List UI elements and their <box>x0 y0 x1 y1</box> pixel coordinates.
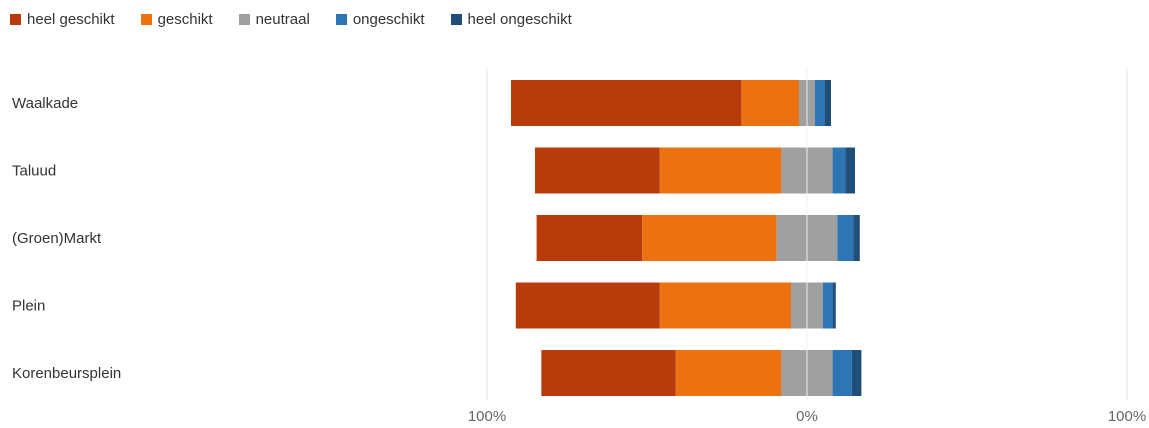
legend-item-heel-geschikt[interactable]: heel geschikt <box>10 11 115 28</box>
bar-segment-heel-geschikt <box>536 215 643 261</box>
bar-segment-geschikt <box>659 147 782 194</box>
legend-item-heel-ongeschikt[interactable]: heel ongeschikt <box>450 10 572 28</box>
legend-label: neutraal <box>255 10 310 28</box>
bar-segment-geschikt <box>659 282 791 329</box>
bar-segment-ongeschikt <box>815 80 825 126</box>
legend-item-neutraal[interactable]: neutraal <box>238 10 310 28</box>
bar-segment-heel-geschikt <box>511 80 742 126</box>
bar-segment-ongeschikt <box>832 147 846 194</box>
legend-swatch <box>10 13 21 25</box>
legend-label: ongeschikt <box>352 10 425 28</box>
bar-segment-heel-geschikt <box>515 282 660 329</box>
legend-swatch <box>140 13 152 25</box>
category-label: Korenbeursplein <box>12 365 121 382</box>
bar-segment-heel-ongeschikt <box>853 215 860 261</box>
x-tick-label: 0% <box>796 408 818 425</box>
category-label: Waalkade <box>12 95 78 112</box>
category-label: Taluud <box>12 163 56 180</box>
bar-segment-ongeschikt <box>823 282 833 329</box>
legend-swatch <box>450 13 462 25</box>
x-tick-label: 100% <box>468 408 506 425</box>
bar-segment-ongeschikt <box>837 215 854 261</box>
bar-segment-geschikt <box>675 350 782 396</box>
legend-label: geschikt <box>157 10 213 28</box>
legend-item-geschikt[interactable]: geschikt <box>140 10 213 28</box>
bar-segment-geschikt <box>642 215 777 261</box>
bar-segment-heel-ongeschikt <box>832 282 836 329</box>
legend-label: heel ongeschikt <box>467 10 572 28</box>
bar-segment-heel-ongeschikt <box>851 350 862 396</box>
bar-segment-geschikt <box>741 80 799 126</box>
legend-swatch <box>335 13 347 25</box>
bar-segment-heel-geschikt <box>535 147 660 194</box>
bar-segment-ongeschikt <box>832 350 852 396</box>
legend-item-ongeschikt[interactable]: ongeschikt <box>335 10 425 28</box>
bar-segment-heel-ongeschikt <box>845 147 855 194</box>
legend: heel geschikt geschikt neutraal ongeschikt h… <box>10 8 572 30</box>
category-label: Plein <box>12 298 45 315</box>
category-label: (Groen)Markt <box>12 230 102 247</box>
x-tick-label: 100% <box>1108 408 1146 425</box>
bar-segment-heel-geschikt <box>541 350 676 396</box>
bar-segment-heel-ongeschikt <box>824 80 831 126</box>
legend-swatch <box>238 13 250 25</box>
legend-label: heel geschikt <box>27 10 115 28</box>
